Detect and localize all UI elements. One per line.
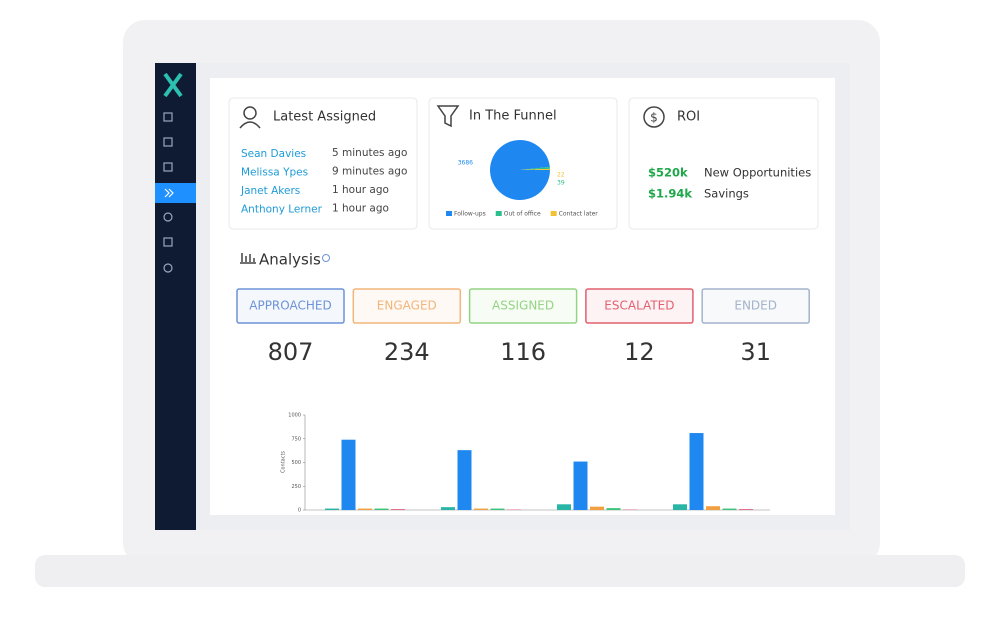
user-icon	[239, 121, 261, 129]
bar	[590, 506, 604, 510]
dollar-icon	[643, 106, 665, 128]
user-icon	[243, 106, 257, 120]
bar	[474, 508, 488, 510]
stat-value: 116	[500, 338, 546, 366]
roi-label: Savings	[704, 187, 749, 201]
bar	[457, 450, 472, 510]
card-title: Latest Assigned	[273, 110, 376, 125]
legend-swatch	[550, 211, 557, 216]
bar	[689, 433, 704, 510]
card	[228, 97, 418, 230]
y-axis-label: Contacts	[281, 451, 287, 473]
card-title: In The Funnel	[469, 109, 557, 124]
y-tick-label: 0	[298, 508, 301, 514]
bar	[341, 439, 356, 510]
stat-label: ENGAGED	[377, 299, 437, 313]
stat-label: ESCALATED	[604, 299, 674, 313]
bar	[441, 507, 455, 510]
nav-icon[interactable]	[164, 188, 174, 198]
legend-label: Contact later	[559, 211, 599, 218]
roi-label: New Opportunities	[704, 166, 811, 180]
stat-value: 234	[384, 338, 430, 366]
laptop-base	[35, 555, 965, 587]
logo	[163, 72, 183, 98]
bar	[706, 506, 720, 510]
y-tick-label: 250	[291, 484, 301, 490]
nav-icon[interactable]	[163, 263, 173, 273]
stat-value: 31	[740, 338, 771, 366]
stat-label: APPROACHED	[249, 299, 331, 313]
nav-icon[interactable]	[163, 112, 173, 122]
nav-active[interactable]	[155, 183, 196, 203]
funnel-icon	[436, 105, 460, 128]
bar	[673, 504, 687, 510]
stat-box[interactable]	[585, 288, 694, 324]
pie-slice	[520, 168, 550, 170]
y-tick-label: 750	[291, 436, 301, 442]
nav-icon[interactable]	[163, 237, 173, 247]
assigned-time: 9 minutes ago	[332, 166, 407, 178]
bar	[490, 508, 505, 510]
assignee-name[interactable]: Melissa Ypes	[241, 167, 308, 179]
bar	[722, 508, 737, 510]
bar	[606, 508, 621, 510]
bar	[391, 509, 405, 510]
bar	[739, 509, 753, 510]
bar	[325, 508, 339, 510]
assigned-time: 5 minutes ago	[332, 147, 407, 159]
sidebar	[155, 63, 196, 530]
card-title: ROI	[677, 110, 700, 125]
pie-label: 3686	[458, 160, 473, 167]
card	[628, 97, 819, 230]
stat-value: 807	[268, 338, 314, 366]
section-title: Analysis	[259, 251, 321, 269]
nav-icon[interactable]	[163, 162, 173, 172]
legend-label: Out of office	[504, 211, 541, 218]
stat-label: ASSIGNED	[492, 299, 554, 313]
dynamic: Sean Davies 5 minutes ago Melissa Ypes 9 mi…	[236, 139, 811, 514]
nav-icon[interactable]	[163, 212, 173, 222]
nav-icon[interactable]	[163, 137, 173, 147]
stat-label: ENDED	[734, 299, 777, 313]
sidebar-icons	[155, 112, 196, 273]
legend-swatch	[446, 211, 452, 216]
legend-label: Follow-ups	[454, 211, 486, 218]
bar	[557, 504, 571, 510]
info-icon[interactable]	[322, 254, 330, 262]
stat-box[interactable]	[468, 288, 578, 324]
analysis-icon	[240, 253, 256, 264]
pie-label: 22	[557, 172, 565, 179]
dollar-sign: $	[650, 111, 658, 125]
stat-box[interactable]	[352, 288, 462, 324]
card-icons	[239, 105, 665, 264]
bar	[374, 508, 389, 510]
roi-value: $520k	[648, 166, 688, 180]
legend-swatch	[495, 211, 502, 216]
bar	[573, 461, 588, 510]
assignee-name[interactable]: Sean Davies	[241, 148, 306, 160]
roi-value: $1.94k	[648, 187, 692, 201]
pie-slice	[489, 139, 550, 200]
stat-box[interactable]	[236, 288, 345, 324]
y-tick-label: 1000	[288, 413, 301, 419]
assigned-time: 1 hour ago	[332, 184, 389, 196]
pie-slice	[520, 166, 550, 170]
bar	[358, 508, 372, 510]
assignee-name[interactable]: Janet Akers	[240, 185, 300, 197]
assigned-time: 1 hour ago	[332, 203, 389, 215]
assignee-name[interactable]: Anthony Lerner	[241, 204, 323, 216]
stat-box[interactable]	[701, 288, 810, 324]
pie-label: 39	[557, 180, 565, 187]
stat-value: 12	[624, 338, 655, 366]
y-tick-label: 500	[291, 460, 301, 466]
